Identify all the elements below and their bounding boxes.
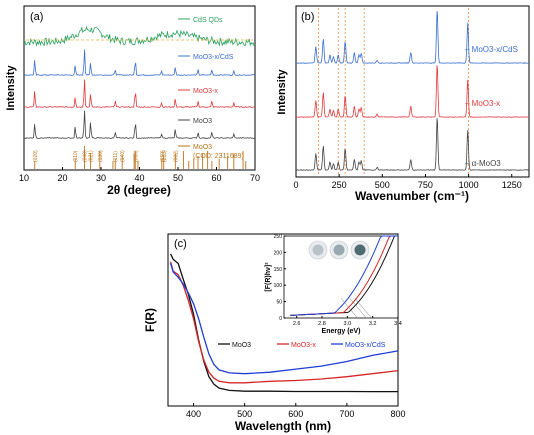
b-x-tick-label: 0 [293,180,298,190]
c-x-tick-label: 400 [186,409,201,419]
inset-x-tick-label: 3.2 [369,321,377,327]
a-x-tick-label: 40 [134,173,144,183]
c-x-tick-label: 600 [288,409,303,419]
sample-powder [354,244,366,256]
inset-x-tick-label: 2.6 [293,321,301,327]
b-legend-label: – MoO3-x [465,99,500,108]
a-series-line [23,79,256,108]
a-x-tick-label: 10 [19,173,29,183]
c-legend-label: MoO3-x/CdS [345,342,386,349]
c-series-line [169,261,399,384]
b-x-tick-label: 500 [375,180,390,190]
panel-b-label: (b) [301,11,314,23]
a-ref-name: MoO3 [193,144,212,151]
panel-a-xlabel: 2θ (degree) [107,183,171,197]
a-series-line [23,49,256,76]
inset-tangent-line [354,298,372,319]
inset-x-tick-label: 3.0 [344,321,352,327]
b-legend-label: – α-MoO3 [465,159,501,168]
sample-powder [333,244,345,256]
panel-a-frame [23,5,256,171]
a-x-tick-label: 50 [173,173,183,183]
inset-y-tick-label: 0 [279,316,282,322]
a-hkl-label: (002) [173,150,179,162]
b-x-tick-label: 1000 [459,180,479,190]
a-series-line [23,110,256,139]
a-hkl-label: (140) [120,150,126,162]
panel-c-ylabel: F(R) [143,308,157,332]
panel-c-label: (c) [174,238,187,250]
c-x-tick-label: 500 [237,409,252,419]
inset-y-tick-label: 200 [274,250,283,256]
b-legend-label: – MoO3-x/CdS [465,45,518,54]
a-hkl-label: (110) [73,150,79,162]
inset-x-tick-label: 3.4 [394,321,402,327]
a-ref-card: (COD: 2311689) [193,153,244,160]
c-legend-label: MoO3 [232,342,251,349]
panel-b-xlabel: Wavenumber (cm⁻¹) [355,189,469,203]
c-legend-label: MoO3-x [291,342,316,349]
a-hkl-label: (021) [89,150,95,162]
a-hkl-label: (150) [160,150,166,162]
inset-y-tick-label: 150 [274,267,283,273]
inset-series-line [290,235,398,316]
c-x-tick-label: 800 [390,409,405,419]
c-series-line [170,253,398,393]
a-hkl-label: (020) [33,150,39,162]
panel-b-frame [295,5,530,178]
inset-y-tick-label: 50 [276,300,282,306]
a-legend-label: MoO3-x [193,88,218,95]
c-series-line [169,263,399,375]
inset-x-tick-label: 2.8 [318,321,326,327]
a-x-tick-label: 20 [57,173,67,183]
a-series-line [23,25,256,47]
a-legend-label: MoO3 [193,118,212,125]
a-hkl-label: (060) [133,150,139,162]
inset-tangent-line [349,298,367,319]
panel-b-ylabel: Intensity [276,69,288,115]
inset-tangent-line [340,298,358,319]
panel-a-label: (a) [30,11,43,23]
a-legend-label: CdS QDs [193,17,223,24]
b-x-tick-label: 1250 [502,180,522,190]
a-x-tick-label: 70 [250,173,260,183]
a-hkl-label: (210) [162,150,168,162]
panel-c-xlabel: Wavelength (nm) [235,419,331,433]
a-hkl-label: (111) [113,151,119,162]
a-hkl-label: (040) [82,150,88,162]
c-x-tick-label: 700 [339,409,354,419]
inset-ylabel: [F(R)hν]² [265,262,272,292]
panel-a-ylabel: Intensity [5,65,17,111]
inset-y-tick-label: 100 [274,283,283,289]
b-x-tick-label: 250 [332,180,347,190]
b-x-tick-label: 750 [418,180,433,190]
inset-xlabel: Energy (eV) [322,328,361,335]
a-x-tick-label: 30 [96,173,106,183]
a-legend-label: MoO3-x/CdS [193,54,234,61]
b-series-line [295,65,529,118]
inset-y-tick-label: 250 [274,234,283,240]
b-series-line [296,11,530,64]
sample-powder [312,244,324,256]
b-series-line [295,118,529,171]
a-hkl-label: (130) [98,150,104,162]
a-x-tick-label: 60 [211,173,221,183]
